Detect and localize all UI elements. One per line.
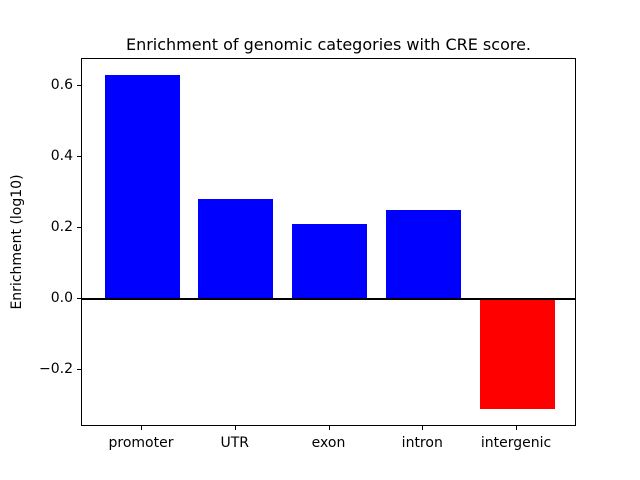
- x-tick-label-intergenic: intergenic: [480, 435, 552, 451]
- plot-area: [81, 58, 576, 426]
- x-tick-intron: [422, 426, 424, 430]
- bar-exon: [292, 224, 367, 299]
- y-tick-label-0.2: 0.2: [50, 218, 73, 235]
- y-tick-0.6: [77, 84, 81, 86]
- x-tick-label-intron: intron: [401, 435, 443, 451]
- x-tick-exon: [328, 426, 330, 430]
- y-tick-label-−0.2: −0.2: [39, 361, 73, 378]
- y-tick-−0.2: [77, 369, 81, 371]
- chart-title: Enrichment of genomic categories with CR…: [125, 35, 532, 54]
- y-tick-label-0.0: 0.0: [50, 290, 73, 306]
- x-tick-intergenic: [516, 426, 517, 430]
- y-tick-0.0: [77, 298, 81, 299]
- x-tick-label-promoter: promoter: [108, 435, 174, 451]
- bar-promoter: [104, 75, 180, 299]
- y-tick-0.4: [77, 155, 81, 157]
- y-axis-label: Enrichment (log10): [9, 174, 25, 310]
- y-tick-label-0.4: 0.4: [50, 147, 73, 164]
- x-tick-label-UTR: UTR: [220, 435, 250, 451]
- x-tick-label-exon: exon: [311, 435, 346, 451]
- bar-intron: [385, 210, 461, 299]
- zero-line: [82, 298, 575, 300]
- bar-UTR: [198, 199, 274, 299]
- x-tick-promoter: [141, 426, 142, 430]
- x-tick-UTR: [234, 426, 236, 430]
- y-tick-label-0.6: 0.6: [50, 76, 73, 93]
- y-tick-0.2: [77, 226, 81, 228]
- bar-intergenic: [479, 299, 555, 410]
